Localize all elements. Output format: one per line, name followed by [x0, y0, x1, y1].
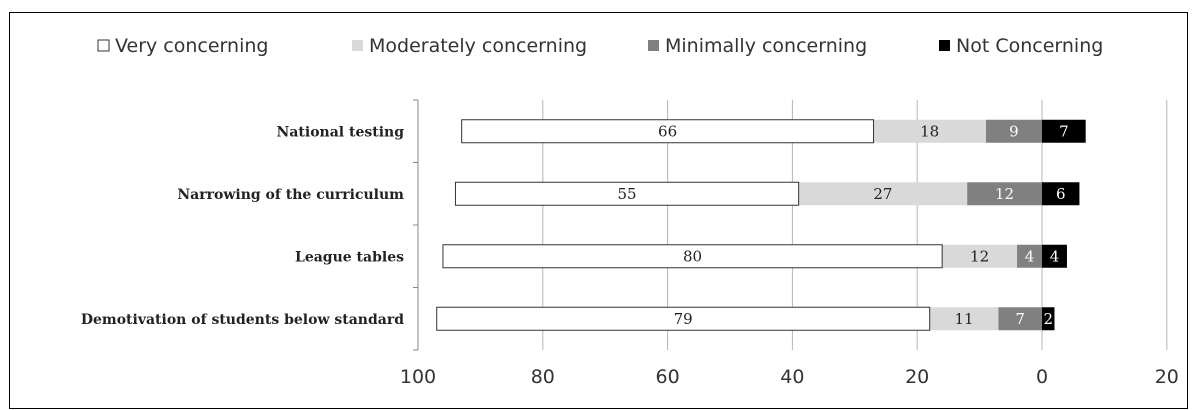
bar-not-concerning	[1042, 119, 1086, 143]
data-label-moderately-concerning: 18	[920, 122, 939, 140]
bar-moderately-concerning	[929, 307, 999, 331]
data-label-very-concerning: 80	[683, 247, 702, 265]
bar-not-concerning	[1042, 182, 1080, 206]
bar-minimally-concerning	[985, 119, 1042, 143]
category-label: National testing	[277, 124, 405, 140]
x-tick-label: 0	[1036, 366, 1048, 388]
legend-item-very-concerning: Very concerning	[97, 35, 268, 57]
x-tick-label: 100	[400, 366, 436, 388]
bar-very-concerning	[442, 244, 943, 269]
data-label-very-concerning: 55	[617, 185, 636, 203]
legend-label-minimally-concerning: Minimally concerning	[665, 35, 867, 57]
legend-item-moderately-concerning: Moderately concerning	[352, 35, 587, 57]
x-tick-label: 40	[780, 366, 804, 388]
chart-frame	[9, 12, 1188, 409]
data-label-minimally-concerning: 4	[1025, 247, 1035, 265]
data-label-not-concerning: 4	[1050, 247, 1060, 265]
category-label: Demotivation of students below standard	[81, 312, 404, 328]
bar-very-concerning	[454, 181, 800, 206]
bar-moderately-concerning	[873, 119, 986, 143]
legend-swatch-moderately-concerning	[352, 40, 363, 51]
category-label: League tables	[295, 249, 404, 265]
data-label-minimally-concerning: 9	[1009, 122, 1019, 140]
data-label-not-concerning: 2	[1043, 310, 1053, 328]
data-label-minimally-concerning: 12	[995, 185, 1014, 203]
legend-item-not-concerning: Not Concerning	[939, 35, 1103, 57]
x-tick-label: 80	[531, 366, 555, 388]
data-label-moderately-concerning: 11	[954, 310, 973, 328]
legend-swatch-not-concerning	[939, 40, 950, 51]
data-label-moderately-concerning: 27	[873, 185, 892, 203]
category-label: Narrowing of the curriculum	[177, 187, 404, 203]
bar-moderately-concerning	[798, 182, 968, 206]
bar-very-concerning	[436, 306, 931, 331]
x-tick-label: 20	[1155, 366, 1179, 388]
legend-label-very-concerning: Very concerning	[115, 35, 268, 57]
legend-label-not-concerning: Not Concerning	[956, 35, 1103, 57]
legend-swatch-very-concerning	[97, 39, 110, 52]
bar-minimally-concerning	[1017, 244, 1042, 268]
bar-not-concerning	[1042, 244, 1067, 268]
x-tick-label: 20	[905, 366, 929, 388]
data-label-very-concerning: 66	[658, 122, 677, 140]
data-label-very-concerning: 79	[674, 310, 693, 328]
data-label-not-concerning: 7	[1059, 122, 1069, 140]
bar-very-concerning	[461, 119, 875, 144]
data-label-moderately-concerning: 12	[970, 247, 989, 265]
legend-swatch-minimally-concerning	[648, 40, 659, 51]
data-label-not-concerning: 6	[1056, 185, 1066, 203]
legend-item-minimally-concerning: Minimally concerning	[648, 35, 867, 57]
bar-minimally-concerning	[998, 307, 1042, 331]
x-tick-label: 60	[656, 366, 680, 388]
legend-label-moderately-concerning: Moderately concerning	[369, 35, 587, 57]
bar-not-concerning	[1042, 307, 1055, 331]
bar-minimally-concerning	[967, 182, 1042, 206]
data-label-minimally-concerning: 7	[1015, 310, 1025, 328]
bar-moderately-concerning	[942, 244, 1018, 268]
